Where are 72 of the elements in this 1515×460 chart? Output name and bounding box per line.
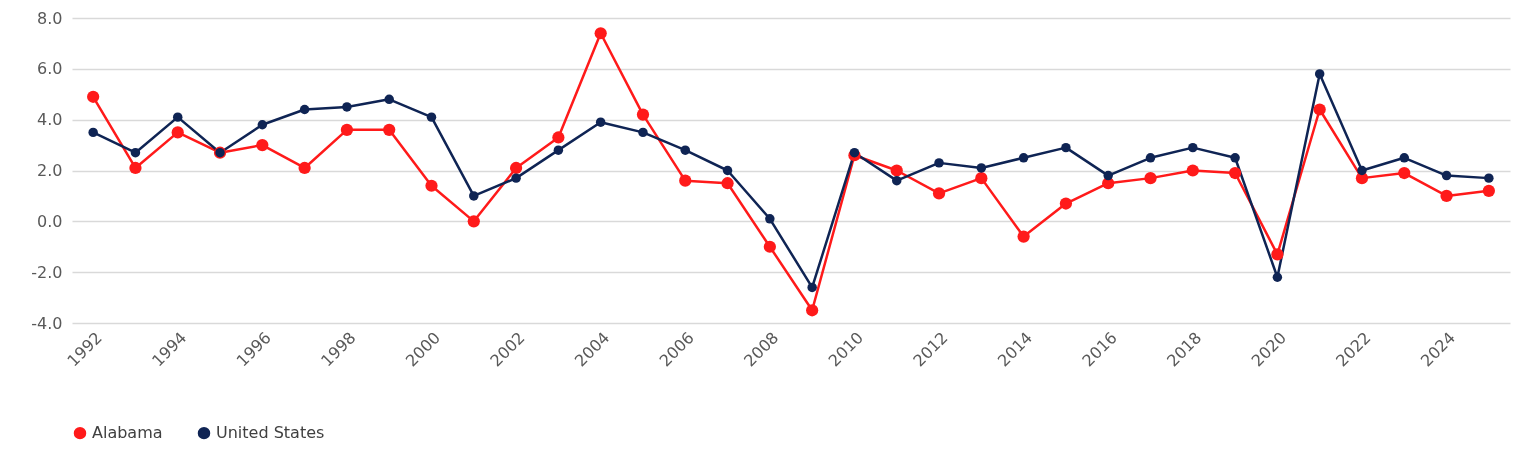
point	[1313, 103, 1326, 116]
y-tick-label: 6.0	[37, 59, 63, 79]
point	[1314, 69, 1325, 79]
point	[1271, 248, 1284, 261]
point	[932, 187, 946, 200]
y-tick-label: 2.0	[37, 161, 63, 180]
point	[467, 215, 480, 228]
point	[975, 172, 988, 185]
point	[680, 145, 691, 155]
point	[171, 126, 184, 139]
point	[1017, 230, 1030, 243]
legend-label: United States	[216, 423, 325, 443]
point	[129, 161, 142, 175]
point	[426, 112, 437, 122]
y-tick-label: 4.0	[37, 110, 63, 130]
point	[342, 102, 352, 112]
point	[553, 145, 564, 155]
point	[1018, 153, 1029, 163]
point	[976, 163, 987, 173]
point	[384, 94, 394, 105]
point	[88, 127, 98, 138]
point	[1398, 166, 1411, 180]
point	[130, 147, 141, 158]
point	[722, 165, 733, 176]
point	[298, 161, 311, 175]
point	[763, 240, 776, 253]
point	[1482, 184, 1495, 197]
point	[299, 104, 310, 115]
point	[172, 112, 183, 122]
point	[1440, 189, 1453, 203]
point	[511, 173, 521, 183]
point	[257, 120, 268, 130]
point	[256, 138, 269, 152]
point	[1484, 173, 1494, 183]
point	[636, 108, 650, 121]
point	[1145, 153, 1156, 163]
point	[1061, 142, 1071, 153]
point	[594, 27, 607, 40]
point	[340, 123, 354, 136]
point	[765, 214, 775, 224]
y-tick-label: 8.0	[37, 8, 63, 28]
point	[806, 304, 819, 317]
point	[425, 179, 438, 192]
point	[1230, 153, 1240, 163]
y-tick-label: -2.0	[31, 262, 63, 282]
point	[849, 147, 860, 158]
y-tick-label: 0.0	[37, 211, 63, 231]
point	[595, 117, 606, 127]
point	[1272, 272, 1283, 282]
point	[87, 90, 100, 103]
y-tick-label: -4.0	[31, 313, 63, 333]
point	[1186, 164, 1199, 177]
point	[552, 131, 565, 144]
point	[1441, 170, 1452, 181]
point	[1399, 153, 1410, 163]
point	[679, 174, 692, 187]
point	[1188, 142, 1198, 153]
point	[509, 161, 523, 175]
point	[934, 158, 944, 168]
point	[1357, 165, 1367, 176]
point	[721, 177, 734, 190]
point	[1228, 166, 1242, 180]
point	[1103, 170, 1113, 181]
point	[1144, 172, 1157, 185]
point	[638, 127, 648, 138]
point	[1059, 197, 1073, 210]
point	[890, 164, 903, 177]
point	[383, 123, 396, 136]
point	[807, 282, 817, 293]
point	[469, 191, 479, 201]
point	[891, 175, 902, 186]
legend-label: Alabama	[92, 423, 163, 443]
